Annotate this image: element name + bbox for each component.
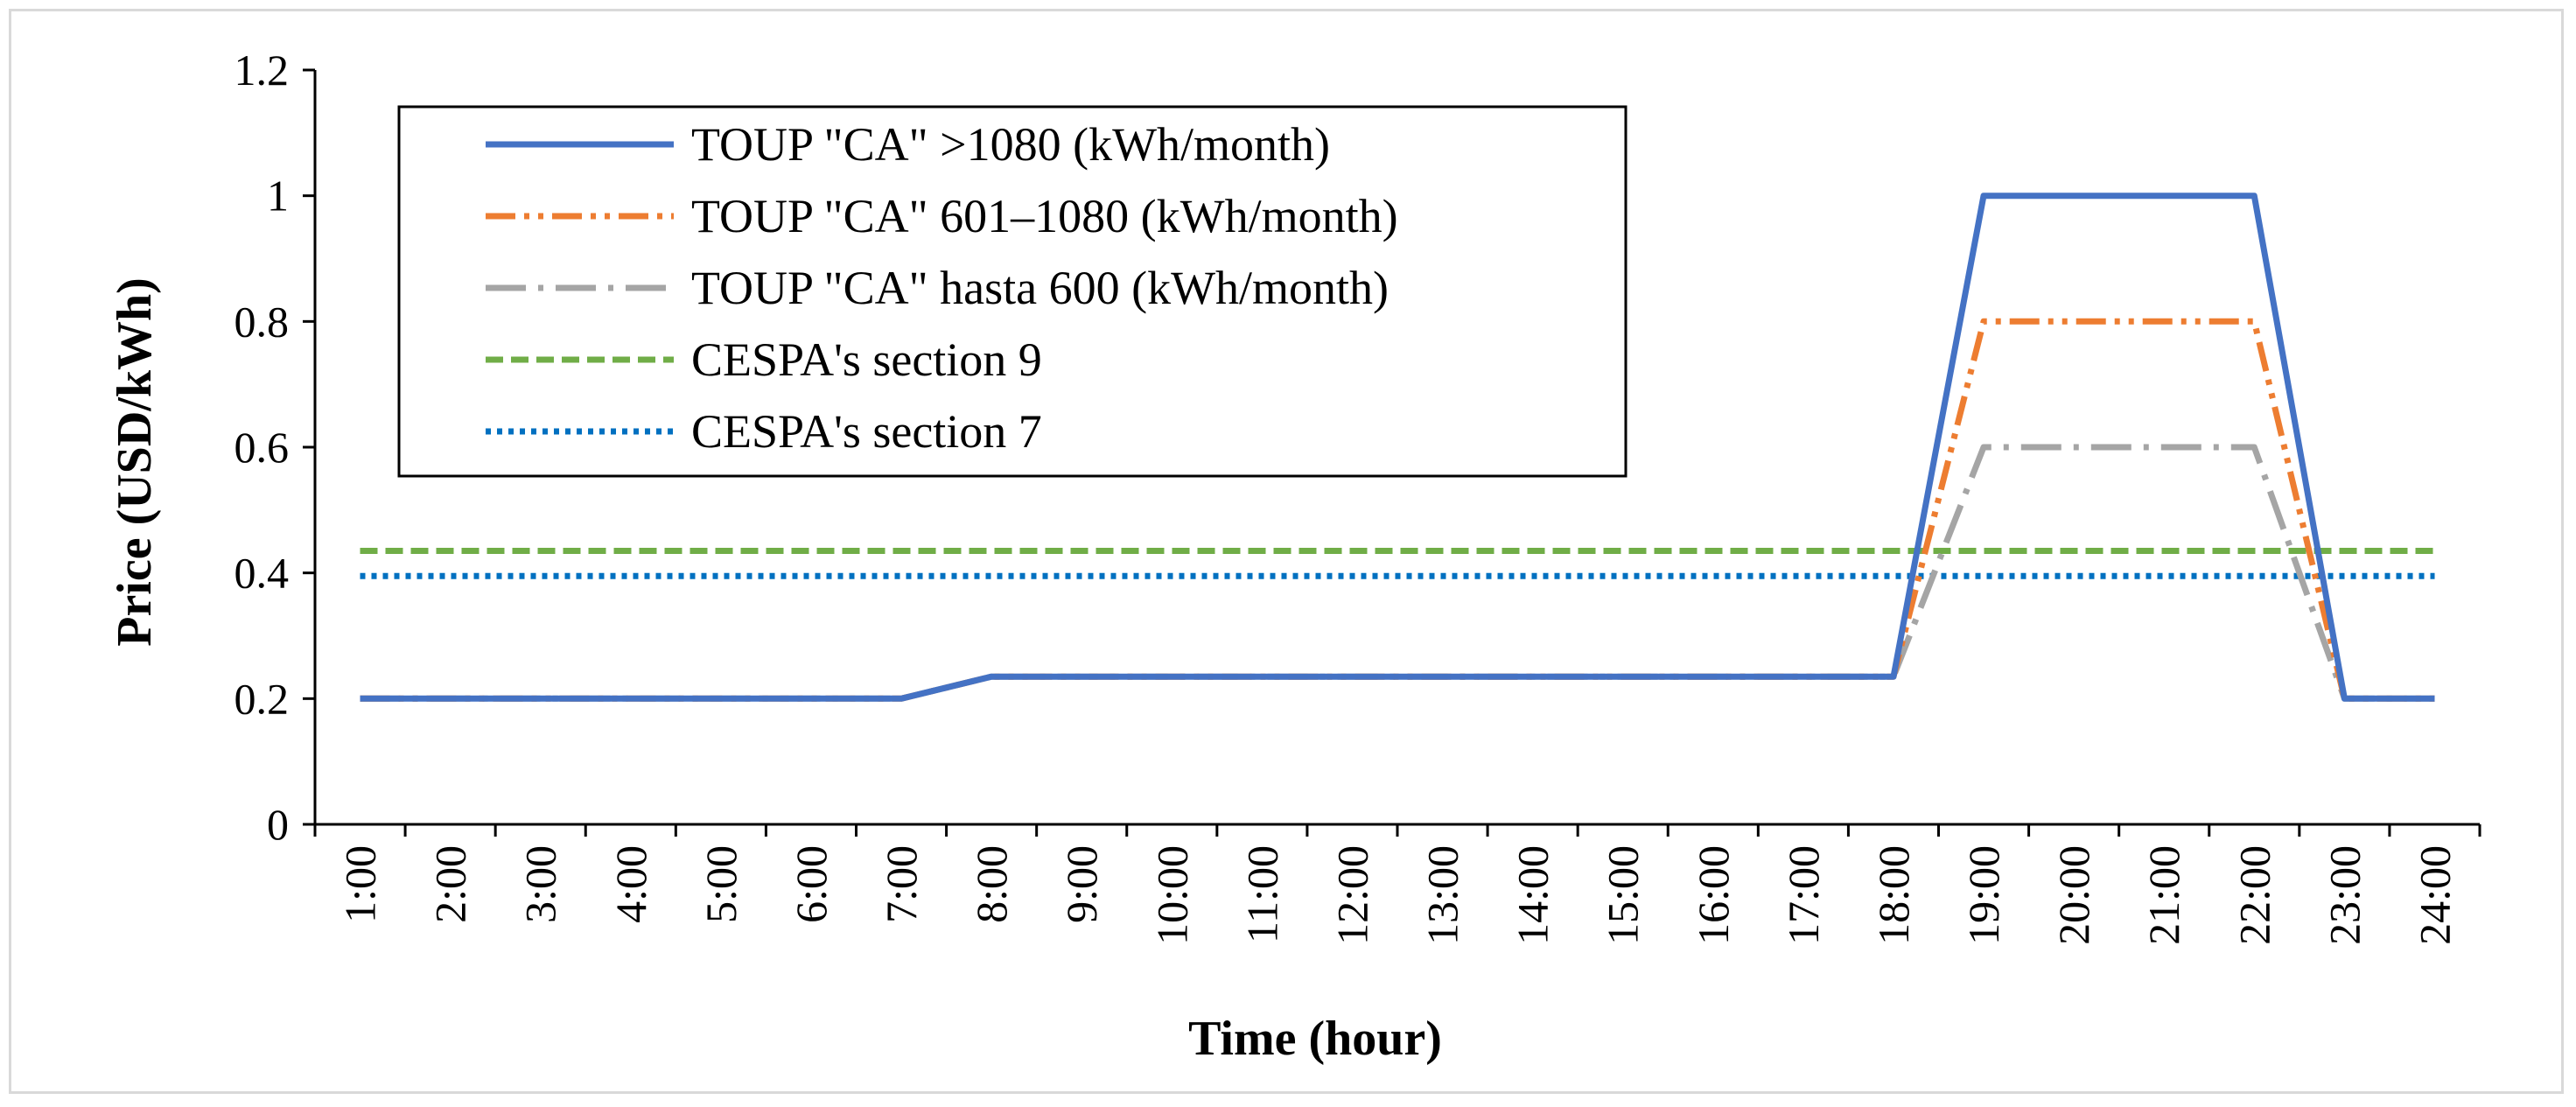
x-tick-label: 10:00 — [1147, 845, 1196, 945]
y-tick-label: 0.8 — [234, 297, 290, 346]
y-tick-label: 0 — [267, 800, 289, 849]
y-tick-label: 1 — [267, 172, 289, 221]
series-layer — [360, 193, 2435, 702]
x-tick-label: 22:00 — [2230, 845, 2278, 945]
x-tick-label: 23:00 — [2320, 845, 2369, 945]
x-tick-label: 6:00 — [787, 845, 836, 923]
legend-label-1: TOUP "CA" 601–1080 (kWh/month) — [691, 190, 1398, 242]
legend-label-0: TOUP "CA" >1080 (kWh/month) — [691, 118, 1330, 171]
x-tick-label: 5:00 — [696, 845, 746, 923]
y-tick-label: 0.4 — [234, 549, 290, 598]
x-tick-label: 14:00 — [1508, 845, 1558, 945]
x-tick-label: 1:00 — [336, 845, 385, 923]
x-tick-label: 13:00 — [1418, 845, 1467, 945]
x-tick-label: 18:00 — [1869, 845, 1918, 945]
x-tick-label: 21:00 — [2139, 845, 2188, 945]
series-line-0 — [360, 193, 2435, 702]
x-tick-label: 15:00 — [1599, 845, 1648, 945]
tick-labels-layer: 0 0.2 0.4 0.6 0.8 1 1.2 1:00 2:00 3:00 4:00 5:00 6:0… — [234, 46, 2460, 945]
series-line-2 — [360, 444, 2435, 702]
x-tick-label: 12:00 — [1327, 845, 1376, 945]
x-tick-label: 2:00 — [426, 845, 475, 923]
y-axis-title: Price (USD/kWh) — [108, 277, 162, 647]
x-tick-label: 9:00 — [1057, 845, 1106, 923]
x-tick-label: 11:00 — [1237, 845, 1286, 943]
legend-label-3: CESPA's section 9 — [691, 333, 1042, 386]
x-tick-label: 20:00 — [2049, 845, 2098, 945]
legend-box — [397, 105, 1628, 478]
x-tick-label: 24:00 — [2410, 845, 2459, 945]
legend: TOUP "CA" >1080 (kWh/month) TOUP "CA" 601… — [397, 105, 1628, 478]
x-tick-label: 16:00 — [1689, 845, 1738, 945]
x-tick-label: 4:00 — [606, 845, 655, 923]
legend-label-2: TOUP "CA" hasta 600 (kWh/month) — [691, 262, 1389, 314]
axes-layer — [303, 68, 2482, 837]
x-tick-label: 3:00 — [516, 845, 565, 923]
x-tick-label: 19:00 — [1959, 845, 2008, 945]
x-tick-label: 8:00 — [967, 845, 1016, 923]
y-tick-label: 0.6 — [234, 423, 290, 472]
legend-label-4: CESPA's section 7 — [691, 405, 1042, 458]
x-tick-label: 7:00 — [877, 845, 926, 923]
y-tick-label: 1.2 — [234, 46, 290, 95]
x-axis-title: Time (hour) — [1188, 1012, 1442, 1066]
x-tick-label: 17:00 — [1779, 845, 1828, 945]
y-tick-label: 0.2 — [234, 674, 290, 723]
